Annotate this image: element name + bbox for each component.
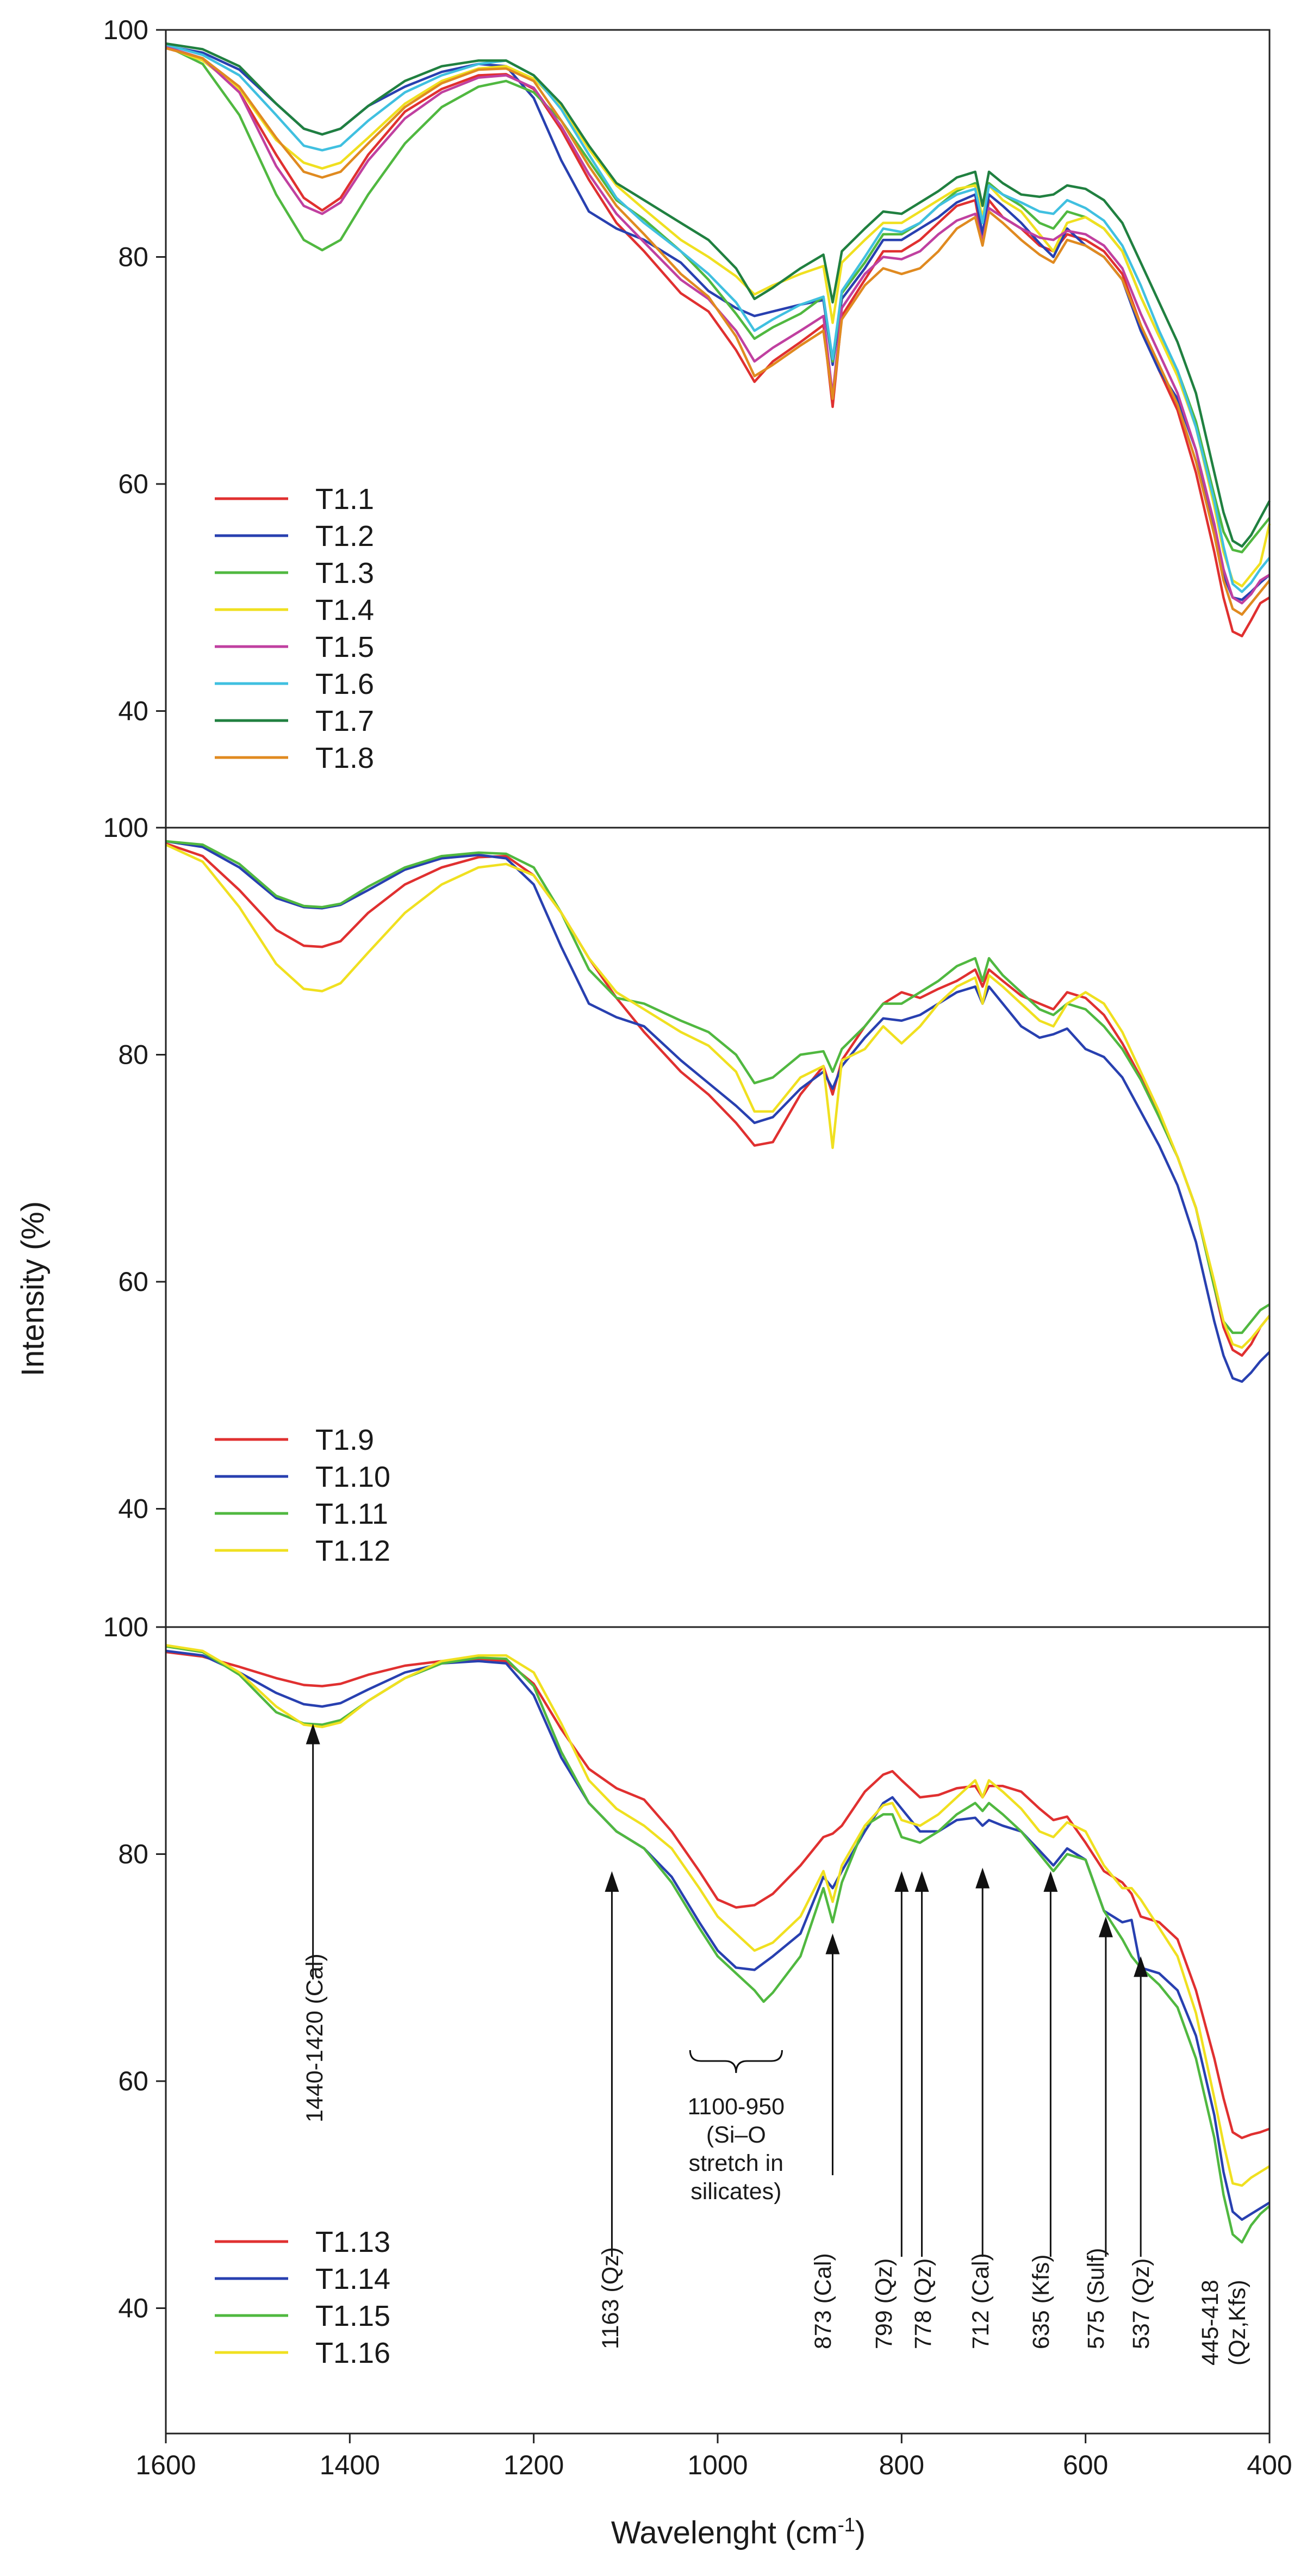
series-line-T1-10 <box>165 840 1271 1383</box>
annot-cal-1440-label: 1440-1420 (Cal) <box>302 1953 328 2122</box>
series-line-T1-11 <box>165 840 1271 1334</box>
x-tick-label: 1600 <box>135 2450 196 2480</box>
annot-qz-537-label: 537 (Qz) <box>1128 2258 1154 2349</box>
annot-cal-712-arrowhead <box>975 1867 990 1889</box>
legend-2: T1.9 T1.10 T1.11 T1.12 <box>215 1424 390 1567</box>
y-tick-label: 40 <box>118 1494 148 1524</box>
annot-sulf-575-label-line: 575 (Sulf) <box>1083 2248 1109 2349</box>
x-axis-title: Wavelenght (cm-1) <box>611 2513 866 2550</box>
series-line-T1-6 <box>165 43 1271 593</box>
x-tick-label: 1000 <box>687 2450 748 2480</box>
annot-qzkfs-445-label: 445-418(Qz,Kfs) <box>1197 2280 1250 2366</box>
annot-sio-stretch-label-line: (Si–O <box>706 2122 766 2148</box>
y-tick-label: 80 <box>118 1839 148 1870</box>
annotations-layer: 1440-1420 (Cal) 1163 (Qz) 1100-950 (Si–O str… <box>302 1723 1250 2366</box>
panel-2: 40 60 80 100 T1.9 T1.10 T1.11 T1.12 <box>103 812 1271 1567</box>
annot-qz-1163-label: 1163 (Qz) <box>598 2247 624 2349</box>
annot-cal-873-arrowhead <box>825 1933 840 1954</box>
annot-qz-1163-arrowhead <box>605 1871 619 1892</box>
annot-qz-778-label: 778 (Qz) <box>910 2258 936 2349</box>
annot-sio-stretch-label-line: 1100-950 <box>688 2094 785 2120</box>
y-axis-title: Intensity (%) <box>15 1201 51 1376</box>
annot-qz-799-label-line: 799 (Qz) <box>871 2258 897 2349</box>
y-tick-label: 100 <box>103 15 148 45</box>
legend-label-T1-15: T1.15 <box>315 2300 390 2332</box>
annot-qz-799-label: 799 (Qz) <box>871 2258 897 2349</box>
annot-cal-712-label-line: 712 (Cal) <box>968 2253 994 2349</box>
annot-qzkfs-445-label-line: 445-418 <box>1197 2280 1223 2366</box>
annot-qz-1163-label-line: 1163 (Qz) <box>598 2247 624 2349</box>
annot-sio-stretch-label: 1100-950 (Si–O stretch in silicates) <box>688 2094 785 2205</box>
legend-label-T1-8: T1.8 <box>315 742 374 774</box>
legend-label-T1-2: T1.2 <box>315 520 374 553</box>
x-axis-title-close: ) <box>855 2515 866 2550</box>
series-line-T1-4 <box>165 46 1271 588</box>
y-tick-label: 80 <box>118 1040 148 1070</box>
annot-qz-778-label-line: 778 (Qz) <box>910 2258 936 2349</box>
panels-layer: 406080100T1.1T1.2T1.3T1.4T1.5T1.6T1.7T1.… <box>103 15 1271 2369</box>
legend-label-T1-7: T1.7 <box>315 705 374 737</box>
annot-qzkfs-445-label-line: (Qz,Kfs) <box>1224 2280 1250 2366</box>
legend-label-T1-12: T1.12 <box>315 1535 390 1567</box>
legend-label-T1-16: T1.16 <box>315 2337 390 2369</box>
annot-kfs-635-label: 635 (Kfs) <box>1028 2255 1054 2349</box>
panel-3: 40 60 80 100 T1.13 T1.14 T1.15 T1.16 <box>103 1612 1271 2369</box>
legend-label-T1-3: T1.3 <box>315 557 374 589</box>
y-tick-label: 100 <box>103 812 148 843</box>
series-line-T1-2 <box>165 44 1271 601</box>
x-axis-title-sup: -1 <box>838 2513 855 2536</box>
annot-sio-stretch-label-line: silicates) <box>690 2178 781 2205</box>
legend-3: T1.13 T1.14 T1.15 T1.16 <box>215 2226 390 2369</box>
x-tick-label: 1400 <box>320 2450 380 2480</box>
series-line-T1-16 <box>165 1644 1271 2187</box>
y-tick-label: 60 <box>118 469 148 499</box>
x-tick-label: 600 <box>1063 2450 1108 2480</box>
annot-kfs-635-arrowhead <box>1043 1871 1058 1892</box>
x-axis: 1600 1400 1200 1000 800 600 400 <box>135 2434 1292 2480</box>
annot-qz-778-arrowhead <box>914 1871 929 1892</box>
annot-sio-stretch-label-line: stretch in <box>689 2150 783 2176</box>
series-line-T1-15 <box>165 1645 1271 2244</box>
y-tick-label: 60 <box>118 1267 148 1297</box>
y-tick-label: 40 <box>118 696 148 727</box>
annot-cal-873-label-line: 873 (Cal) <box>810 2253 836 2349</box>
legend-label-T1-5: T1.5 <box>315 631 374 663</box>
legend-1: T1.1 T1.2 T1.3 T1.4 T1.5 T1.6 T1.7 T1.8 <box>215 483 374 774</box>
legend-label-T1-10: T1.10 <box>315 1461 390 1493</box>
annot-qz-537-arrowhead <box>1134 1956 1148 1977</box>
annot-sio-stretch-brace <box>689 2050 783 2074</box>
panel-1: 406080100T1.1T1.2T1.3T1.4T1.5T1.6T1.7T1.… <box>103 15 1271 774</box>
y-tick-label: 40 <box>118 2293 148 2324</box>
annot-sulf-575-arrowhead <box>1098 1916 1113 1938</box>
legend-label-T1-6: T1.6 <box>315 668 374 700</box>
annot-cal-1440-arrowhead <box>306 1723 320 1745</box>
legend-label-T1-13: T1.13 <box>315 2226 390 2258</box>
legend-label-T1-1: T1.1 <box>315 483 374 516</box>
annot-cal-1440-label-line: 1440-1420 (Cal) <box>302 1953 328 2122</box>
annot-kfs-635-label-line: 635 (Kfs) <box>1028 2255 1054 2349</box>
series-line-T1-7 <box>165 42 1271 548</box>
x-tick-label: 1200 <box>503 2450 564 2480</box>
annot-cal-873-label: 873 (Cal) <box>810 2253 836 2349</box>
series-line-T1-8 <box>165 47 1271 616</box>
annot-qz-537-label-line: 537 (Qz) <box>1128 2258 1154 2349</box>
annot-sulf-575-label: 575 (Sulf) <box>1083 2248 1109 2349</box>
x-tick-label: 400 <box>1247 2450 1292 2480</box>
y-tick-label: 80 <box>118 242 148 272</box>
series-line-T1-12 <box>165 843 1271 1349</box>
y-tick-label: 100 <box>103 1612 148 1642</box>
legend-label-T1-9: T1.9 <box>315 1424 374 1456</box>
y-tick-label: 60 <box>118 2066 148 2096</box>
series-line-T1-5 <box>165 46 1271 605</box>
x-tick-label: 800 <box>879 2450 924 2480</box>
annot-cal-712-label: 712 (Cal) <box>968 2253 994 2349</box>
legend-label-T1-4: T1.4 <box>315 594 374 626</box>
annot-qz-799-arrowhead <box>894 1871 909 1892</box>
legend-label-T1-11: T1.11 <box>315 1498 388 1530</box>
x-axis-title-main: Wavelenght (cm <box>611 2515 838 2550</box>
legend-label-T1-14: T1.14 <box>315 2263 390 2295</box>
